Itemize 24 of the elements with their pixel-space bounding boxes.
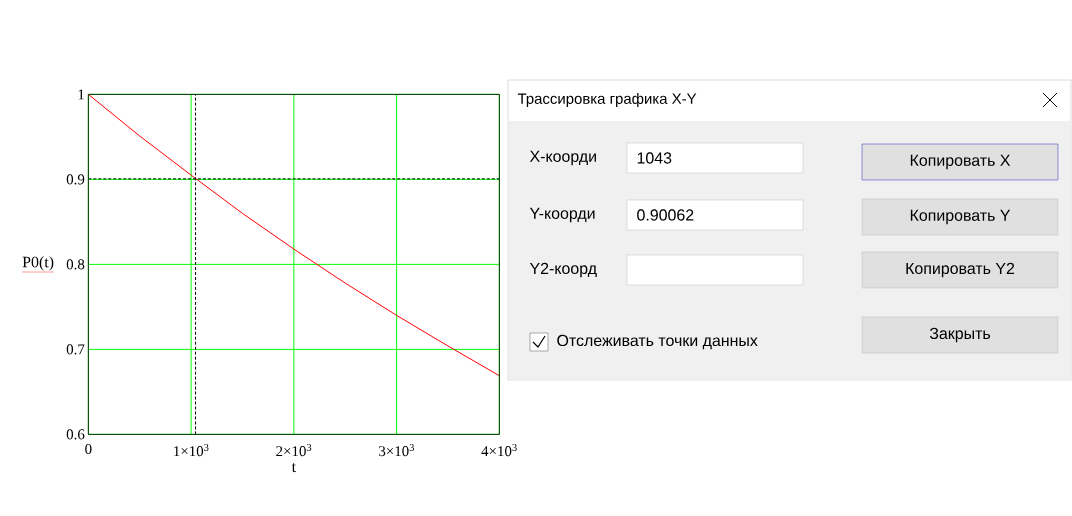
text: Закрыть	[929, 327, 991, 343]
y-tick-label: 1	[78, 89, 84, 100]
text: Y-коорди	[529, 207, 595, 223]
text: Трассировка графика X-Y	[517, 93, 697, 107]
x-tick-label: 3×10$^{3}$	[379, 443, 414, 457]
x-tick-label: 4×10$^{3}$	[481, 443, 517, 457]
y-tick-label: 0.8	[66, 259, 85, 270]
text: Копировать X	[910, 154, 1011, 170]
text: Y2-коорд	[529, 262, 597, 278]
y-axis-title: P0(t)	[22, 256, 54, 271]
text: 0.90062	[637, 209, 694, 221]
text: X-коорди	[529, 150, 596, 166]
text: 1043	[637, 152, 672, 164]
x-tick-label: 2×10$^{3}$	[276, 443, 312, 457]
text: Отслеживать точки данных	[557, 334, 758, 350]
y-tick-label: 0.7	[66, 344, 85, 355]
text: Копировать Y	[910, 209, 1011, 225]
x-axis-title: t	[291, 463, 296, 473]
y-tick-label: 0.9	[66, 174, 85, 185]
text: Копировать Y2	[906, 262, 1015, 278]
line-series	[88, 94, 500, 377]
x-tick-label: 1×10$^{3}$	[174, 443, 209, 457]
y-tick-label: 0.6	[66, 429, 85, 440]
x-tick-label: 0	[85, 443, 92, 454]
